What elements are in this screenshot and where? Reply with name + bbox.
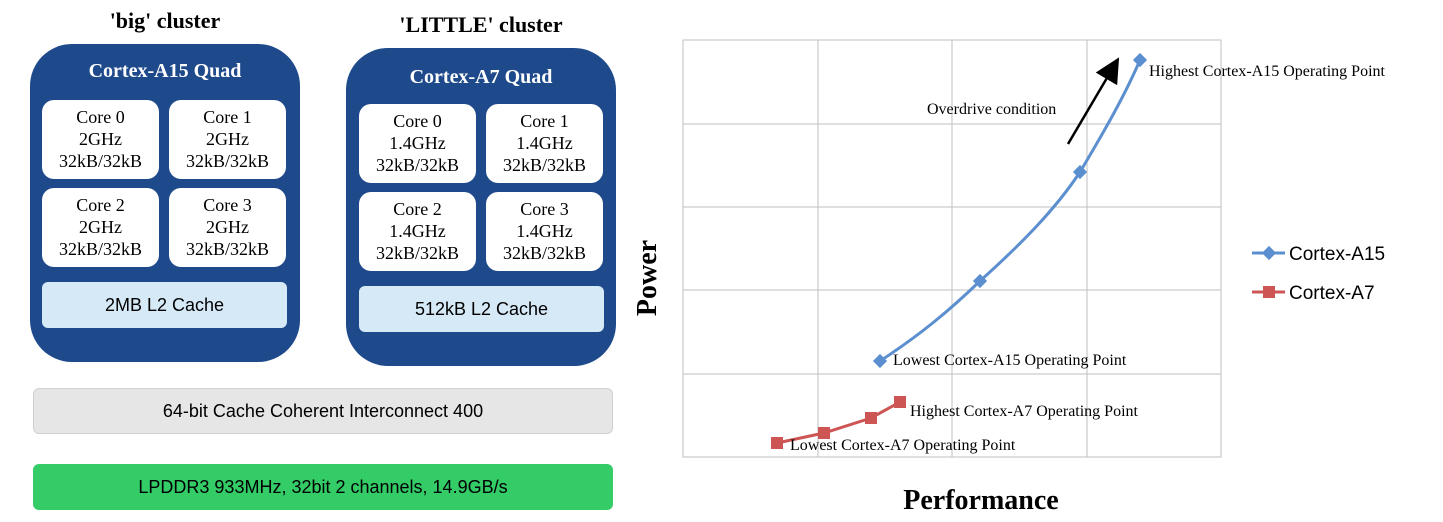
interconnect-bar: 64-bit Cache Coherent Interconnect 400 — [33, 388, 613, 434]
little-l2-cache: 512kB L2 Cache — [359, 286, 604, 332]
core-cache: 32kB/32kB — [502, 155, 586, 175]
annotation-overdrive: Overdrive condition — [927, 101, 1056, 118]
core-cache: 32kB/32kB — [375, 243, 459, 263]
little-cluster-title: 'LITTLE' cluster — [399, 12, 563, 37]
core-label: Core 2 — [393, 199, 442, 219]
core-freq: 1.4GHz — [389, 133, 446, 153]
grid-horizontal — [683, 123, 1221, 375]
big-cluster-title: 'big' cluster — [109, 8, 221, 33]
core-label: Core 3 — [520, 199, 569, 219]
core-cache: 32kB/32kB — [185, 239, 269, 259]
a7-point — [771, 437, 783, 449]
y-axis-label: Power — [632, 240, 663, 316]
legend-a15-marker — [1261, 245, 1277, 261]
core-freq: 2GHz — [79, 129, 122, 149]
core-label: Core 3 — [203, 195, 252, 215]
core-label: Core 0 — [76, 107, 125, 127]
big-core-2: Core 2 2GHz 32kB/32kB — [42, 188, 159, 267]
a15-point — [872, 353, 888, 369]
core-freq: 1.4GHz — [516, 133, 573, 153]
big-core-3: Core 3 2GHz 32kB/32kB — [169, 188, 286, 267]
annotation-highest-a15: Highest Cortex-A15 Operating Point — [1149, 63, 1386, 80]
little-core-0: Core 0 1.4GHz 32kB/32kB — [359, 104, 476, 183]
a15-point — [972, 273, 988, 289]
big-cluster: Cortex-A15 Quad Core 0 2GHz 32kB/32kB Co… — [30, 44, 300, 362]
big-cluster-name: Cortex-A15 Quad — [88, 60, 242, 82]
memory-bar: LPDDR3 933MHz, 32bit 2 channels, 14.9GB/… — [33, 464, 613, 510]
legend-a7-marker — [1263, 286, 1275, 298]
a15-series-line — [879, 59, 1142, 363]
annotation-lowest-a7: Lowest Cortex-A7 Operating Point — [790, 437, 1016, 454]
a7-point — [894, 396, 906, 408]
core-cache: 32kB/32kB — [185, 151, 269, 171]
core-freq: 2GHz — [79, 217, 122, 237]
big-core-0: Core 0 2GHz 32kB/32kB — [42, 100, 159, 179]
little-core-1: Core 1 1.4GHz 32kB/32kB — [486, 104, 603, 183]
annotation-highest-a7: Highest Cortex-A7 Operating Point — [910, 403, 1139, 420]
a15-point — [1132, 52, 1148, 68]
core-label: Core 1 — [203, 107, 252, 127]
core-freq: 1.4GHz — [389, 221, 446, 241]
a7-point — [865, 412, 877, 424]
little-cluster: Cortex-A7 Quad Core 0 1.4GHz 32kB/32kB C… — [346, 48, 616, 366]
core-freq: 2GHz — [206, 129, 249, 149]
core-label: Core 2 — [76, 195, 125, 215]
core-label: Core 1 — [520, 111, 569, 131]
core-freq: 2GHz — [206, 217, 249, 237]
a15-point — [1072, 164, 1088, 180]
little-cluster-name: Cortex-A7 Quad — [409, 66, 553, 88]
core-cache: 32kB/32kB — [502, 243, 586, 263]
little-core-2: Core 2 1.4GHz 32kB/32kB — [359, 192, 476, 271]
big-core-1: Core 1 2GHz 32kB/32kB — [169, 100, 286, 179]
legend-a7-label: Cortex-A7 — [1289, 283, 1375, 304]
x-axis-label: Performance — [903, 485, 1058, 516]
overdrive-arrow — [1066, 57, 1120, 145]
legend-a15-label: Cortex-A15 — [1289, 244, 1385, 265]
core-cache: 32kB/32kB — [375, 155, 459, 175]
power-performance-chart: Highest Cortex-A15 Operating Point Overd… — [632, 39, 1386, 516]
core-label: Core 0 — [393, 111, 442, 131]
legend: Cortex-A15 Cortex-A7 — [1252, 244, 1385, 304]
core-freq: 1.4GHz — [516, 221, 573, 241]
little-core-3: Core 3 1.4GHz 32kB/32kB — [486, 192, 603, 271]
a7-point — [818, 427, 830, 439]
core-cache: 32kB/32kB — [58, 151, 142, 171]
annotation-lowest-a15: Lowest Cortex-A15 Operating Point — [893, 352, 1127, 369]
core-cache: 32kB/32kB — [58, 239, 142, 259]
a7-series-line — [776, 400, 901, 445]
big-l2-cache: 2MB L2 Cache — [42, 282, 287, 328]
